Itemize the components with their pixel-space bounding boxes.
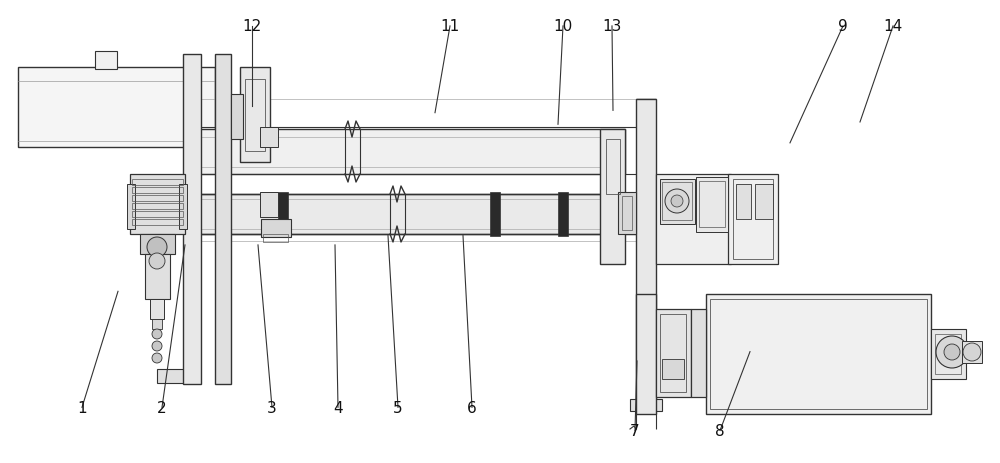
Bar — [95, 52, 117, 70]
Bar — [691, 309, 706, 397]
Bar — [132, 195, 183, 201]
Bar — [200, 130, 625, 175]
Bar — [260, 128, 278, 148]
Text: 3: 3 — [267, 400, 277, 415]
Bar — [145, 255, 170, 300]
Bar — [696, 178, 728, 232]
Bar — [183, 55, 201, 384]
Bar — [656, 309, 691, 397]
Circle shape — [963, 343, 981, 361]
Text: 10: 10 — [553, 19, 573, 34]
Bar — [132, 204, 183, 210]
Bar — [656, 175, 731, 264]
Bar — [140, 234, 175, 255]
Bar — [261, 219, 291, 238]
Bar — [490, 193, 500, 237]
Bar — [150, 300, 164, 319]
Bar — [660, 180, 695, 225]
Text: 12: 12 — [242, 19, 262, 34]
Bar — [260, 193, 278, 218]
Bar — [179, 185, 187, 230]
Text: 2: 2 — [157, 400, 167, 415]
Bar — [200, 194, 625, 234]
Bar — [215, 55, 231, 384]
Bar — [132, 219, 183, 225]
Bar — [736, 185, 751, 219]
Bar — [245, 80, 265, 152]
Circle shape — [152, 341, 162, 351]
Bar — [662, 182, 692, 220]
Bar — [606, 140, 620, 194]
Circle shape — [665, 189, 689, 213]
Text: 9: 9 — [838, 19, 848, 34]
Bar — [157, 369, 185, 383]
Circle shape — [147, 238, 167, 257]
Text: 4: 4 — [333, 400, 343, 415]
Bar — [636, 100, 656, 409]
Bar — [636, 294, 656, 414]
Bar — [600, 130, 625, 264]
Bar — [755, 185, 773, 219]
Bar — [278, 193, 288, 237]
Bar — [132, 180, 183, 186]
Text: 8: 8 — [715, 423, 725, 438]
Bar — [931, 329, 966, 379]
Bar — [699, 181, 725, 227]
Bar — [728, 175, 778, 264]
Circle shape — [149, 253, 165, 269]
Text: 14: 14 — [883, 19, 903, 34]
Bar — [152, 319, 162, 329]
Circle shape — [671, 195, 683, 207]
Bar — [231, 95, 243, 140]
Bar — [622, 197, 632, 231]
Bar — [935, 334, 961, 374]
Bar — [18, 68, 215, 148]
Text: 7: 7 — [630, 423, 640, 438]
Circle shape — [936, 336, 968, 368]
Bar — [660, 314, 686, 392]
Bar — [962, 341, 982, 363]
Bar — [130, 175, 185, 234]
Text: 5: 5 — [393, 400, 403, 415]
Text: 11: 11 — [440, 19, 460, 34]
Bar — [662, 359, 684, 379]
Bar — [132, 188, 183, 194]
Bar — [710, 300, 927, 409]
Circle shape — [152, 329, 162, 339]
Text: 1: 1 — [77, 400, 87, 415]
Bar — [706, 294, 931, 414]
Text: 13: 13 — [602, 19, 622, 34]
Bar — [558, 193, 568, 237]
Bar — [618, 193, 636, 234]
Bar — [733, 180, 773, 259]
Bar — [132, 212, 183, 218]
Bar — [630, 399, 662, 411]
Bar — [127, 185, 135, 230]
Bar — [263, 234, 288, 243]
Circle shape — [944, 344, 960, 360]
Circle shape — [152, 353, 162, 363]
Bar — [240, 68, 270, 163]
Text: 6: 6 — [467, 400, 477, 415]
